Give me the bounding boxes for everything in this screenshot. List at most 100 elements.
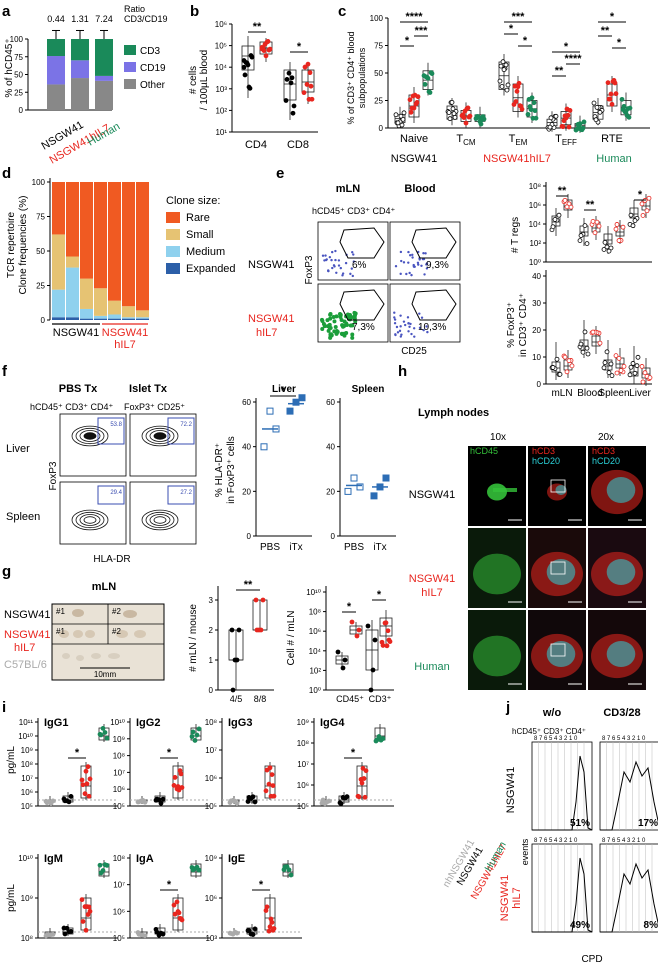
- e-bot-dot: [621, 363, 627, 369]
- c-dot: [395, 120, 401, 126]
- i-dot: [263, 788, 269, 794]
- f-contour: [83, 432, 97, 440]
- e-bot-dot: [618, 368, 624, 373]
- e-bot-dot: [614, 370, 620, 376]
- i-dot: [362, 794, 368, 800]
- h-row-nsgw41: NSGW41: [409, 489, 455, 501]
- i-IgG2-tick-label: 10⁸: [113, 752, 125, 761]
- e-bot-dot: [642, 370, 648, 376]
- e-event: [321, 322, 326, 327]
- i-IgG2-tick-label: 10⁹: [113, 735, 125, 744]
- e-row-hil7-2: hIL7: [256, 327, 277, 339]
- c-dot: [566, 124, 572, 130]
- c-dot: [581, 119, 587, 125]
- c-dot: [529, 95, 535, 101]
- e-event: [408, 325, 411, 329]
- f-plot-liver: Liver: [272, 384, 296, 395]
- c-dot: [515, 84, 521, 90]
- i-dot: [264, 904, 270, 910]
- f-liver-tick-label: 20: [242, 487, 251, 496]
- j-row-hil7-1: NSGW41: [499, 875, 511, 921]
- f-spleen-tick-label: 40: [326, 443, 335, 452]
- e-bot-dot: [627, 372, 633, 378]
- g-row-hil7-2: hIL7: [14, 642, 35, 654]
- e-bot-dot: [582, 329, 588, 335]
- c-legend-nsgw41: NSGW41: [391, 153, 437, 165]
- panel-label-i: i: [2, 699, 6, 716]
- c-dot: [429, 71, 435, 76]
- g-dot: [356, 627, 362, 633]
- c-dot: [567, 108, 573, 113]
- f-liver-tick-label: 60: [242, 398, 251, 407]
- i-IgA-tick-label: 10⁵: [113, 934, 125, 943]
- panel-e: mLN Blood hCD45⁺ CD3⁺ CD4⁺ NSGW41 NSGW41…: [248, 182, 653, 399]
- c-dot: [611, 78, 617, 83]
- e-event: [333, 324, 338, 329]
- e-event: [339, 266, 343, 270]
- f-liver-tick-label: 40: [242, 443, 251, 452]
- f-ylabel2-1: % HLA-DR⁺: [214, 443, 225, 497]
- e-event: [328, 312, 333, 317]
- c-dot: [467, 113, 473, 119]
- e-pct-4: 10,3%: [418, 322, 446, 333]
- c-legend-human: Human: [596, 153, 631, 165]
- d-ylabel-1: TCR repertoire: [6, 212, 17, 279]
- c-dot: [497, 78, 503, 84]
- b-dot: [262, 41, 268, 47]
- i-dot: [177, 916, 183, 921]
- i-title: IgA: [136, 853, 154, 865]
- j-divs: 8 7 6 5 4 3 2 1 0: [602, 736, 646, 742]
- b-dot: [307, 70, 313, 76]
- e-event: [418, 312, 421, 315]
- g-dot: [368, 687, 374, 693]
- a-ratio-3: 7.24: [95, 14, 113, 24]
- c-dot: [449, 99, 455, 105]
- e-event: [399, 314, 402, 317]
- e-pct-1: 6%: [352, 260, 367, 271]
- i-dot: [82, 904, 88, 910]
- f-gate: [97, 485, 125, 505]
- c-dot: [613, 91, 619, 97]
- i-title: IgG1: [44, 717, 68, 729]
- c-dot: [591, 100, 597, 106]
- c-dot: [501, 67, 507, 73]
- g-dot: [354, 633, 360, 639]
- c-dot: [525, 111, 531, 117]
- d-bar-segment: [122, 306, 135, 318]
- e-event: [403, 323, 407, 327]
- e-event: [332, 264, 336, 267]
- c-sig-label: *: [564, 41, 569, 53]
- i-dot: [44, 800, 50, 806]
- c-sig-label: *: [523, 35, 528, 47]
- i-IgG3-tick-label: 10⁶: [205, 774, 217, 783]
- c-cat-sub: CM: [463, 138, 476, 147]
- a-tick-label: 0: [19, 106, 24, 115]
- f-contour: [79, 430, 101, 442]
- i-dot: [171, 902, 177, 908]
- c-dot: [410, 93, 416, 99]
- e-pct-3: 7,3%: [352, 322, 375, 333]
- b-dot: [305, 61, 311, 67]
- j-divs: 8 7 6 5 4 3 2 1 0: [534, 838, 578, 844]
- f-contour: [149, 514, 171, 526]
- c-dot: [500, 59, 506, 65]
- c-cat: Naive: [400, 133, 428, 145]
- c-dot: [398, 113, 404, 119]
- e-event: [420, 264, 423, 267]
- e-xcat: mLN: [551, 388, 572, 399]
- e-event: [393, 318, 397, 321]
- e-bot-dot: [635, 354, 641, 360]
- i-dot: [87, 776, 93, 782]
- i-dot: [271, 926, 277, 931]
- g-dot: [229, 627, 235, 633]
- c-cat: TEM: [509, 133, 528, 147]
- d-group-nsgw41: NSGW41: [53, 327, 99, 339]
- panel-b: # cells / 100µL blood 10¹ 10² 10³ 10⁴ 10⁵ 10⁶…: [188, 20, 318, 151]
- g2-tick-label: 10⁴: [309, 647, 322, 656]
- g-scale: 10mm: [94, 670, 117, 679]
- a-legend-cd19: CD19: [140, 63, 166, 74]
- i-dot: [83, 768, 89, 774]
- d-bar-segment: [52, 317, 65, 320]
- b-tick-label: 10⁴: [215, 63, 228, 72]
- i-dot: [320, 797, 326, 803]
